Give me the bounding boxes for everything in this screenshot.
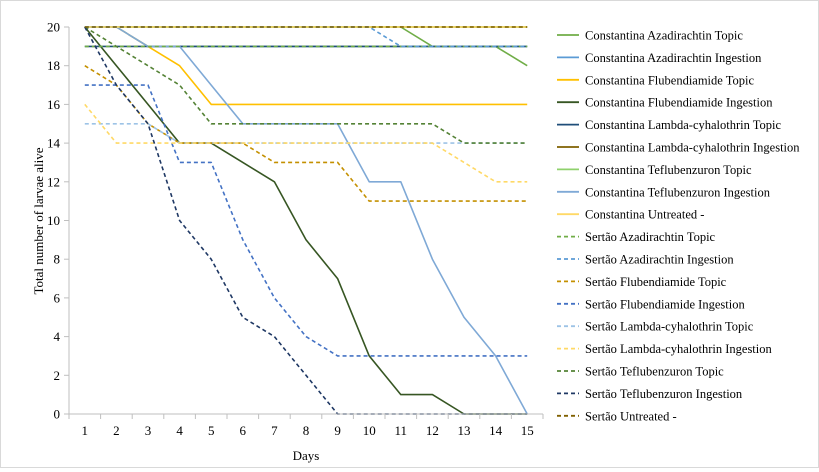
x-tick-label: 9 <box>334 423 341 438</box>
y-tick-label: 2 <box>54 368 61 383</box>
legend-label-3: Constantina Flubendiamide Ingestion <box>585 96 773 110</box>
x-axis-title: Days <box>293 448 320 463</box>
legend-label-15: Sertão Teflubenzuron Topic <box>585 365 724 379</box>
legend-label-4: Constantina Lambda-cyhalothrin Topic <box>585 118 782 132</box>
y-tick-label: 10 <box>47 213 60 228</box>
y-tick-label: 8 <box>54 252 61 267</box>
series-line-2 <box>84 26 528 106</box>
series-line-7 <box>84 26 528 415</box>
legend-label-14: Sertão Lambda-cyhalothrin Ingestion <box>585 342 772 356</box>
y-tick-label: 20 <box>47 20 60 35</box>
legend-label-10: Sertão Azadirachtin Ingestion <box>585 253 734 267</box>
y-tick-label: 6 <box>54 290 61 305</box>
y-tick-label: 14 <box>47 136 61 151</box>
series-line-15 <box>84 26 528 144</box>
x-tick-label: 14 <box>489 423 503 438</box>
x-tick-label: 7 <box>271 423 278 438</box>
x-tick-label: 5 <box>208 423 215 438</box>
series-line-11 <box>84 65 528 202</box>
x-tick-label: 2 <box>113 423 120 438</box>
x-tick-label: 4 <box>176 423 183 438</box>
legend-label-1: Constantina Azadirachtin Ingestion <box>585 51 762 65</box>
y-tick-label: 18 <box>47 58 60 73</box>
x-tick-label: 6 <box>240 423 247 438</box>
y-tick-label: 16 <box>47 97 61 112</box>
legend-label-0: Constantina Azadirachtin Topic <box>585 29 743 43</box>
series-line-10 <box>84 26 528 48</box>
legend-label-16: Sertão Teflubenzuron Ingestion <box>585 387 743 401</box>
series-line-1 <box>84 26 528 48</box>
x-tick-label: 13 <box>458 423 471 438</box>
y-tick-label: 0 <box>54 407 61 422</box>
x-tick-label: 10 <box>363 423 376 438</box>
legend-label-13: Sertão Lambda-cyhalothrin Topic <box>585 320 754 334</box>
x-tick-label: 1 <box>82 423 89 438</box>
legend-label-6: Constantina Teflubenzuron Topic <box>585 163 752 177</box>
x-tick-label: 12 <box>426 423 439 438</box>
y-tick-label: 12 <box>47 174 60 189</box>
x-tick-label: 3 <box>145 423 152 438</box>
plot-area <box>84 26 528 415</box>
y-axis-title: Total number of larvae alive <box>31 147 46 294</box>
series-line-12 <box>84 84 528 357</box>
y-tick-label: 4 <box>54 329 61 344</box>
legend: Constantina Azadirachtin Topic Constantin… <box>557 29 800 423</box>
legend-label-5: Constantina Lambda-cyhalothrin Ingestion <box>585 141 800 155</box>
legend-label-2: Constantina Flubendiamide Topic <box>585 73 754 87</box>
legend-label-8: Constantina Untreated - <box>585 208 704 222</box>
x-tick-label: 8 <box>303 423 310 438</box>
x-tick-label: 11 <box>395 423 408 438</box>
series-line-3 <box>84 26 528 415</box>
legend-label-12: Sertão Flubendiamide Ingestion <box>585 297 745 311</box>
legend-label-11: Sertão Flubendiamide Topic <box>585 275 727 289</box>
legend-label-7: Constantina Teflubenzuron Ingestion <box>585 185 771 199</box>
legend-label-9: Sertão Azadirachtin Topic <box>585 230 716 244</box>
series-line-16 <box>84 26 528 415</box>
series-line-14 <box>84 103 528 183</box>
legend-label-17: Sertão Untreated - <box>585 409 677 423</box>
x-tick-label: 15 <box>521 423 534 438</box>
